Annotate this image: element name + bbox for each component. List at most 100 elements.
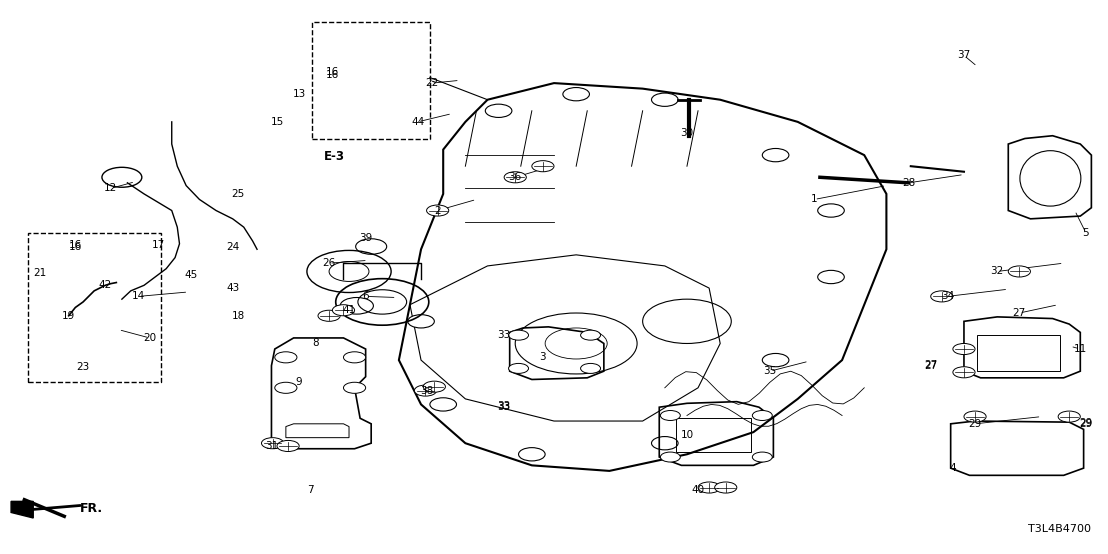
Circle shape bbox=[953, 367, 975, 378]
Text: 45: 45 bbox=[184, 270, 197, 280]
Bar bbox=[676, 418, 751, 452]
Circle shape bbox=[953, 343, 975, 355]
Text: 38: 38 bbox=[420, 386, 433, 396]
Circle shape bbox=[343, 352, 366, 363]
Text: 18: 18 bbox=[232, 311, 245, 321]
Text: 21: 21 bbox=[33, 268, 47, 278]
Circle shape bbox=[423, 381, 445, 392]
Circle shape bbox=[332, 305, 355, 316]
Circle shape bbox=[427, 205, 449, 216]
Circle shape bbox=[652, 93, 678, 106]
Text: 42: 42 bbox=[99, 280, 112, 290]
Text: 11: 11 bbox=[1074, 344, 1087, 354]
Text: 41: 41 bbox=[342, 305, 356, 315]
Text: 15: 15 bbox=[270, 117, 284, 127]
Circle shape bbox=[752, 452, 772, 462]
Circle shape bbox=[519, 448, 545, 461]
Text: 27: 27 bbox=[924, 361, 937, 371]
Text: 37: 37 bbox=[957, 50, 971, 60]
Text: 27: 27 bbox=[1013, 308, 1026, 318]
Text: FR.: FR. bbox=[80, 502, 103, 515]
Circle shape bbox=[509, 363, 529, 373]
Text: 5: 5 bbox=[1083, 228, 1089, 238]
Text: 29: 29 bbox=[1079, 418, 1092, 428]
Text: 40: 40 bbox=[691, 485, 705, 495]
Circle shape bbox=[563, 88, 589, 101]
Circle shape bbox=[1008, 266, 1030, 277]
Bar bbox=[28, 233, 161, 382]
Circle shape bbox=[485, 104, 512, 117]
Text: 8: 8 bbox=[312, 338, 319, 348]
Bar bbox=[977, 335, 1060, 371]
Text: 28: 28 bbox=[902, 178, 915, 188]
Text: 16: 16 bbox=[69, 242, 82, 252]
Circle shape bbox=[660, 452, 680, 462]
Text: 30: 30 bbox=[680, 128, 694, 138]
Text: 23: 23 bbox=[76, 362, 90, 372]
Text: 29: 29 bbox=[1079, 419, 1092, 429]
Text: 10: 10 bbox=[680, 430, 694, 440]
Text: 14: 14 bbox=[132, 291, 145, 301]
Circle shape bbox=[343, 382, 366, 393]
Text: 31: 31 bbox=[265, 441, 278, 451]
Text: 32: 32 bbox=[991, 266, 1004, 276]
Circle shape bbox=[275, 352, 297, 363]
Text: 7: 7 bbox=[307, 485, 314, 495]
Text: 3: 3 bbox=[540, 352, 546, 362]
Circle shape bbox=[931, 291, 953, 302]
Text: 13: 13 bbox=[293, 89, 306, 99]
Text: T3L4B4700: T3L4B4700 bbox=[1028, 524, 1091, 534]
Text: 17: 17 bbox=[152, 240, 165, 250]
Circle shape bbox=[509, 330, 529, 340]
Text: 24: 24 bbox=[226, 242, 239, 252]
Circle shape bbox=[660, 411, 680, 420]
Text: 22: 22 bbox=[425, 78, 439, 88]
Circle shape bbox=[261, 438, 284, 449]
Text: 43: 43 bbox=[226, 283, 239, 293]
Circle shape bbox=[504, 172, 526, 183]
Circle shape bbox=[762, 148, 789, 162]
Polygon shape bbox=[11, 501, 33, 518]
Circle shape bbox=[818, 270, 844, 284]
Text: 33: 33 bbox=[497, 402, 511, 412]
Text: E-3: E-3 bbox=[325, 150, 345, 163]
Circle shape bbox=[581, 363, 601, 373]
Text: 12: 12 bbox=[104, 183, 117, 193]
Circle shape bbox=[277, 440, 299, 452]
Circle shape bbox=[964, 411, 986, 422]
Circle shape bbox=[715, 482, 737, 493]
Text: 9: 9 bbox=[296, 377, 302, 387]
Text: 39: 39 bbox=[359, 233, 372, 243]
Bar bbox=[312, 22, 430, 138]
Text: 19: 19 bbox=[62, 311, 75, 321]
Text: 1: 1 bbox=[811, 194, 818, 204]
Text: 25: 25 bbox=[232, 189, 245, 199]
Text: 44: 44 bbox=[411, 117, 424, 127]
Circle shape bbox=[752, 411, 772, 420]
Circle shape bbox=[408, 315, 434, 328]
Circle shape bbox=[532, 161, 554, 172]
Text: 35: 35 bbox=[763, 366, 777, 376]
Circle shape bbox=[318, 310, 340, 321]
Circle shape bbox=[581, 330, 601, 340]
Text: 33: 33 bbox=[497, 401, 511, 411]
Text: 26: 26 bbox=[322, 258, 336, 268]
Circle shape bbox=[762, 353, 789, 367]
Text: 16: 16 bbox=[69, 240, 82, 250]
Text: 36: 36 bbox=[509, 172, 522, 182]
Text: 6: 6 bbox=[362, 291, 369, 301]
Circle shape bbox=[1058, 411, 1080, 422]
Text: 4: 4 bbox=[950, 463, 956, 473]
Text: 2: 2 bbox=[434, 206, 441, 216]
Text: 16: 16 bbox=[326, 70, 339, 80]
Text: 16: 16 bbox=[326, 67, 339, 77]
Circle shape bbox=[652, 437, 678, 450]
Circle shape bbox=[818, 204, 844, 217]
Circle shape bbox=[698, 482, 720, 493]
Circle shape bbox=[414, 385, 437, 396]
Text: 29: 29 bbox=[968, 419, 982, 429]
Text: 27: 27 bbox=[924, 360, 937, 370]
Text: 33: 33 bbox=[497, 330, 511, 340]
Circle shape bbox=[275, 382, 297, 393]
Circle shape bbox=[430, 398, 456, 411]
